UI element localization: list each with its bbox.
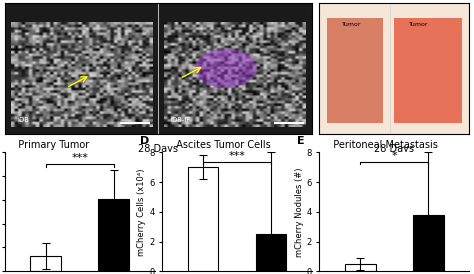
- Bar: [99, 199, 129, 271]
- Text: *: *: [392, 151, 397, 161]
- Text: Tumor: Tumor: [342, 22, 361, 27]
- Bar: [188, 167, 218, 271]
- Text: 28 Days: 28 Days: [374, 144, 414, 154]
- Text: Ascites Tumor Cells: Ascites Tumor Cells: [170, 140, 270, 150]
- Bar: [345, 264, 375, 271]
- Ellipse shape: [195, 48, 256, 88]
- Text: ID8: ID8: [17, 117, 29, 123]
- Bar: [256, 234, 286, 271]
- Y-axis label: mCherry Nodules (#): mCherry Nodules (#): [295, 167, 304, 256]
- Text: ID8-IP: ID8-IP: [171, 117, 191, 123]
- Text: ***: ***: [71, 153, 88, 163]
- Text: 28 Days: 28 Days: [138, 144, 178, 154]
- Text: Peritoneal Metastasis: Peritoneal Metastasis: [327, 140, 438, 150]
- Text: Primary Tumor: Primary Tumor: [12, 140, 90, 150]
- Text: E: E: [297, 136, 305, 146]
- Y-axis label: mCherry Cells (x10⁴): mCherry Cells (x10⁴): [137, 168, 146, 256]
- Text: ***: ***: [228, 151, 246, 161]
- Bar: [413, 215, 444, 271]
- Bar: [30, 256, 61, 271]
- Text: D: D: [140, 136, 149, 146]
- Text: Tumor: Tumor: [410, 22, 429, 27]
